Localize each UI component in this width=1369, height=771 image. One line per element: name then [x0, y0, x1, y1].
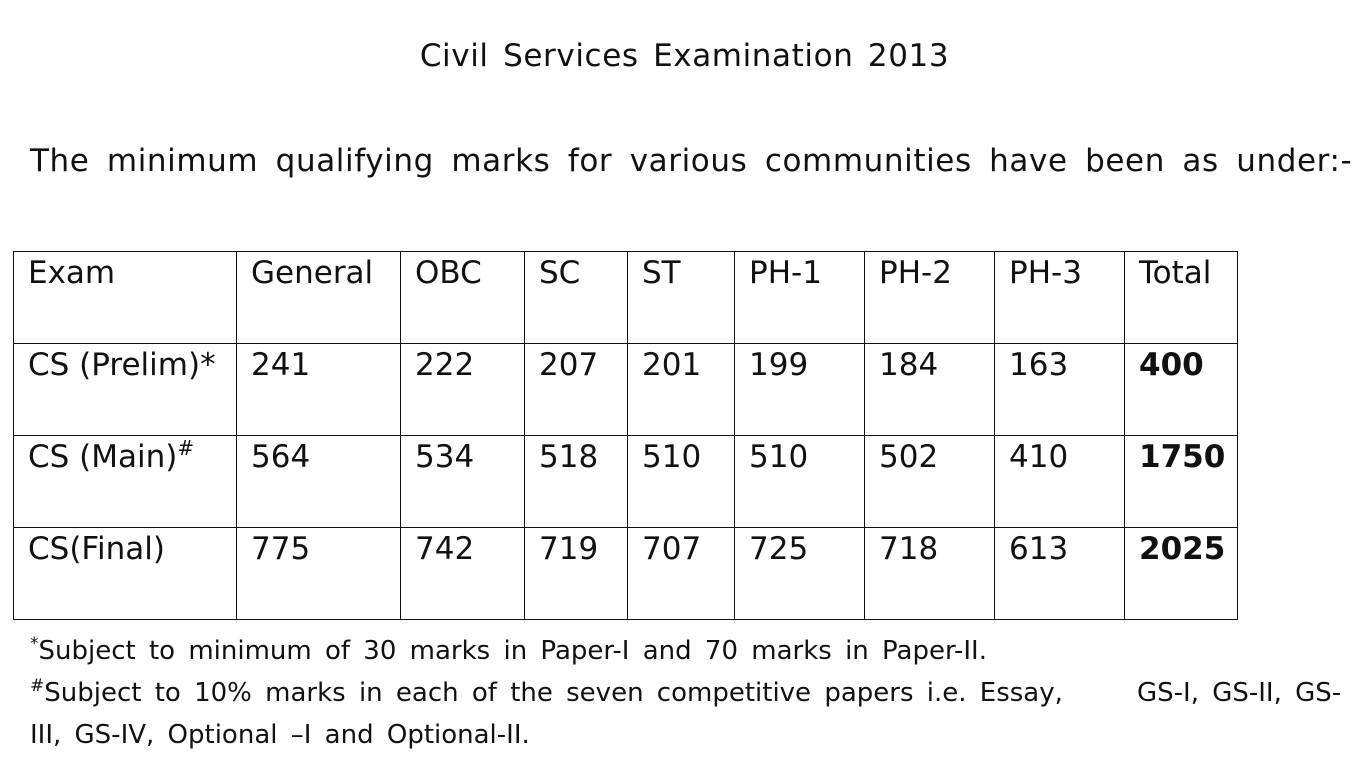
- mark-cell: 719: [524, 527, 628, 620]
- mark-cell: 742: [400, 527, 525, 620]
- footnote-marker: *: [30, 634, 39, 654]
- table-row: CS(Final) 775 742 719 707 725 718 613 20…: [13, 527, 1238, 620]
- mark-cell: 775: [236, 527, 401, 620]
- total-cell: 1750: [1124, 435, 1238, 528]
- table-row: CS (Main)# 564 534 518 510 510 502 410 1…: [13, 435, 1238, 528]
- mark-cell: 510: [627, 435, 735, 528]
- column-header: PH-2: [864, 251, 995, 344]
- mark-cell: 201: [627, 343, 735, 436]
- footnote-prelim: *Subject to minimum of 30 marks in Paper…: [30, 634, 987, 667]
- column-header: Exam: [13, 251, 237, 344]
- mark-cell: 510: [734, 435, 865, 528]
- mark-cell: 184: [864, 343, 995, 436]
- mark-cell: 564: [236, 435, 401, 528]
- page-title: Civil Services Examination 2013: [419, 38, 950, 74]
- mark-cell: 707: [627, 527, 735, 620]
- table-row: CS (Prelim)* 241 222 207 201 199 184 163…: [13, 343, 1238, 436]
- column-header: ST: [627, 251, 735, 344]
- column-header: PH-1: [734, 251, 865, 344]
- mark-cell: 502: [864, 435, 995, 528]
- total-cell: 400: [1124, 343, 1238, 436]
- column-header: SC: [524, 251, 628, 344]
- mark-cell: 163: [994, 343, 1125, 436]
- qualifying-marks-table: Exam General OBC SC ST PH-1 PH-2 PH-3 To…: [13, 251, 1238, 620]
- total-cell: 2025: [1124, 527, 1238, 620]
- mark-cell: 199: [734, 343, 865, 436]
- intro-text: The minimum qualifying marks for various…: [30, 143, 1353, 179]
- footnotes: *Subject to minimum of 30 marks in Paper…: [30, 630, 1350, 756]
- column-header: General: [236, 251, 401, 344]
- mark-cell: 725: [734, 527, 865, 620]
- footnote-marker: #: [30, 676, 45, 696]
- mark-cell: 207: [524, 343, 628, 436]
- exam-cell: CS (Prelim)*: [13, 343, 237, 436]
- footnote-main-continued: III, GS-IV, Optional –I and Optional-II.: [30, 720, 530, 750]
- mark-cell: 410: [994, 435, 1125, 528]
- footnote-main: #Subject to 10% marks in each of the sev…: [30, 676, 1063, 709]
- mark-cell: 241: [236, 343, 401, 436]
- column-header: PH-3: [994, 251, 1125, 344]
- footnote-main-tail: GS-I, GS-II, GS-: [1137, 678, 1342, 708]
- mark-cell: 518: [524, 435, 628, 528]
- column-header: Total: [1124, 251, 1238, 344]
- mark-cell: 718: [864, 527, 995, 620]
- exam-cell: CS (Main)#: [13, 435, 237, 528]
- exam-cell: CS(Final): [13, 527, 237, 620]
- mark-cell: 613: [994, 527, 1125, 620]
- header-row: Exam General OBC SC ST PH-1 PH-2 PH-3 To…: [13, 251, 1238, 344]
- mark-cell: 222: [400, 343, 525, 436]
- mark-cell: 534: [400, 435, 525, 528]
- column-header: OBC: [400, 251, 525, 344]
